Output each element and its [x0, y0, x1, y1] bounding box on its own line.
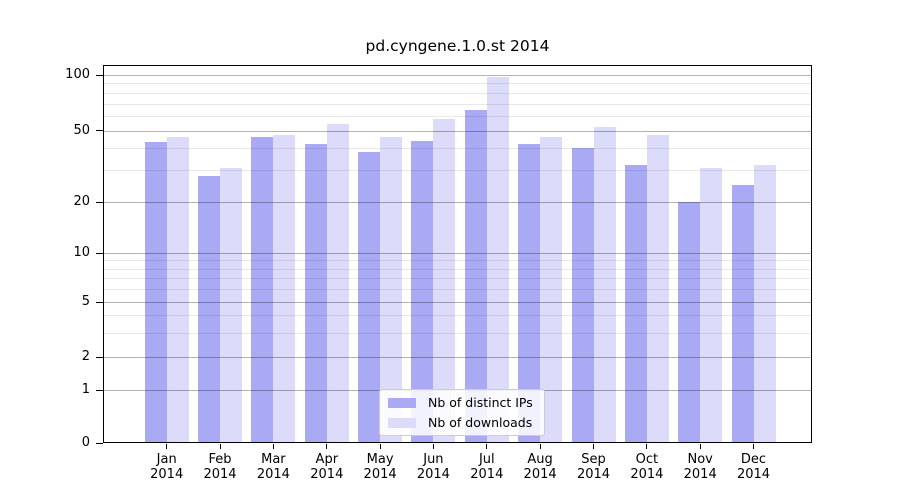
x-tick-label-feb: Feb 2014: [203, 452, 237, 482]
bar-nov-distinct-ips: [678, 202, 701, 443]
bar-aug-downloads: [540, 137, 563, 443]
y-tick-label: 50: [73, 122, 90, 138]
x-tick-mark: [646, 444, 648, 449]
y-tick-mark: [96, 389, 103, 391]
bar-may-downloads: [380, 137, 403, 443]
major-gridline: [104, 357, 811, 358]
chart-title: pd.cyngene.1.0.st 2014: [365, 37, 550, 55]
major-gridline: [104, 253, 811, 254]
bar-jul-downloads: [486, 77, 509, 443]
minor-gridline: [104, 260, 811, 262]
x-tick-mark: [272, 444, 274, 449]
x-tick-mark: [539, 444, 541, 449]
x-tick-mark: [753, 444, 754, 449]
x-tick-label-apr: Apr 2014: [310, 452, 344, 482]
y-tick-label: 0: [81, 435, 90, 450]
x-tick-mark: [219, 444, 221, 449]
bar-feb-downloads: [220, 167, 242, 443]
minor-gridline: [104, 268, 811, 270]
x-tick-mark: [486, 444, 488, 449]
y-tick-label: 100: [65, 67, 90, 82]
y-tick-label: 10: [73, 245, 90, 260]
y-tick-mark: [96, 201, 103, 203]
bar-apr-distinct-ips: [304, 144, 327, 443]
bar-nov-downloads: [700, 167, 723, 443]
bar-dec-distinct-ips: [731, 184, 754, 443]
major-gridline: [104, 130, 811, 132]
bar-mar-distinct-ips: [251, 137, 274, 443]
bar-aug-distinct-ips: [518, 144, 541, 443]
bar-jun-downloads: [433, 118, 456, 443]
y-tick-label: 5: [81, 294, 90, 309]
x-tick-mark: [593, 444, 594, 449]
y-tick-mark: [96, 442, 103, 444]
legend-swatch-icon: [388, 417, 416, 428]
x-tick-label-dec: Dec 2014: [736, 452, 771, 482]
y-tick-label: 2: [81, 349, 90, 364]
legend-label: Nb of distinct IPs: [428, 395, 533, 410]
bar-mar-downloads: [273, 135, 296, 443]
bar-may-distinct-ips: [358, 151, 381, 443]
major-gridline: [104, 75, 811, 76]
legend-label: Nb of downloads: [428, 415, 533, 430]
x-tick-label-oct: Oct 2014: [630, 452, 664, 482]
bar-dec-downloads: [753, 165, 776, 443]
y-tick-mark: [96, 356, 103, 358]
minor-gridline: [104, 147, 811, 149]
minor-gridline: [104, 92, 811, 94]
minor-gridline: [104, 103, 811, 105]
y-tick-mark: [96, 301, 103, 303]
minor-gridline: [104, 83, 811, 85]
minor-gridline: [104, 115, 811, 117]
x-tick-mark: [326, 444, 328, 449]
x-tick-label-jul: Jul 2014: [470, 452, 504, 482]
bar-apr-downloads: [326, 124, 349, 443]
minor-gridline: [104, 315, 811, 317]
y-tick-mark: [96, 74, 103, 76]
bar-oct-downloads: [646, 135, 669, 443]
y-tick-label: 20: [73, 194, 90, 209]
x-tick-label-nov: Nov 2014: [683, 452, 717, 482]
legend: Nb of distinct IPs Nb of downloads: [379, 389, 545, 436]
legend-entry: Nb of distinct IPs: [388, 395, 536, 410]
major-gridline: [104, 302, 811, 303]
bar-oct-distinct-ips: [624, 165, 647, 443]
x-tick-mark: [432, 444, 434, 449]
minor-gridline: [104, 289, 811, 291]
legend-swatch-icon: [388, 397, 416, 408]
bar-feb-distinct-ips: [198, 175, 220, 443]
y-tick-label: 1: [81, 382, 90, 397]
minor-gridline: [104, 332, 811, 334]
x-tick-label-may: May 2014: [363, 452, 397, 482]
x-tick-label-jun: Jun 2014: [416, 452, 450, 482]
minor-gridline: [104, 278, 811, 280]
x-tick-mark: [379, 444, 381, 449]
x-tick-mark: [166, 444, 168, 449]
bar-jan-distinct-ips: [144, 142, 167, 443]
bar-sep-distinct-ips: [571, 147, 594, 443]
bar-jan-downloads: [166, 137, 189, 443]
major-gridline: [104, 202, 811, 203]
bar-jul-distinct-ips: [464, 109, 487, 443]
legend-entry: Nb of downloads: [388, 415, 536, 430]
x-tick-label-aug: Aug 2014: [523, 452, 557, 482]
x-tick-mark: [699, 444, 701, 449]
y-tick-mark: [96, 130, 103, 131]
x-tick-label-mar: Mar 2014: [256, 452, 290, 482]
x-tick-label-sep: Sep 2014: [576, 452, 611, 482]
bar-sep-downloads: [593, 127, 616, 443]
y-tick-mark: [96, 252, 103, 254]
minor-gridline: [104, 170, 811, 172]
x-tick-label-jan: Jan 2014: [150, 452, 184, 482]
bar-jun-distinct-ips: [411, 140, 434, 443]
